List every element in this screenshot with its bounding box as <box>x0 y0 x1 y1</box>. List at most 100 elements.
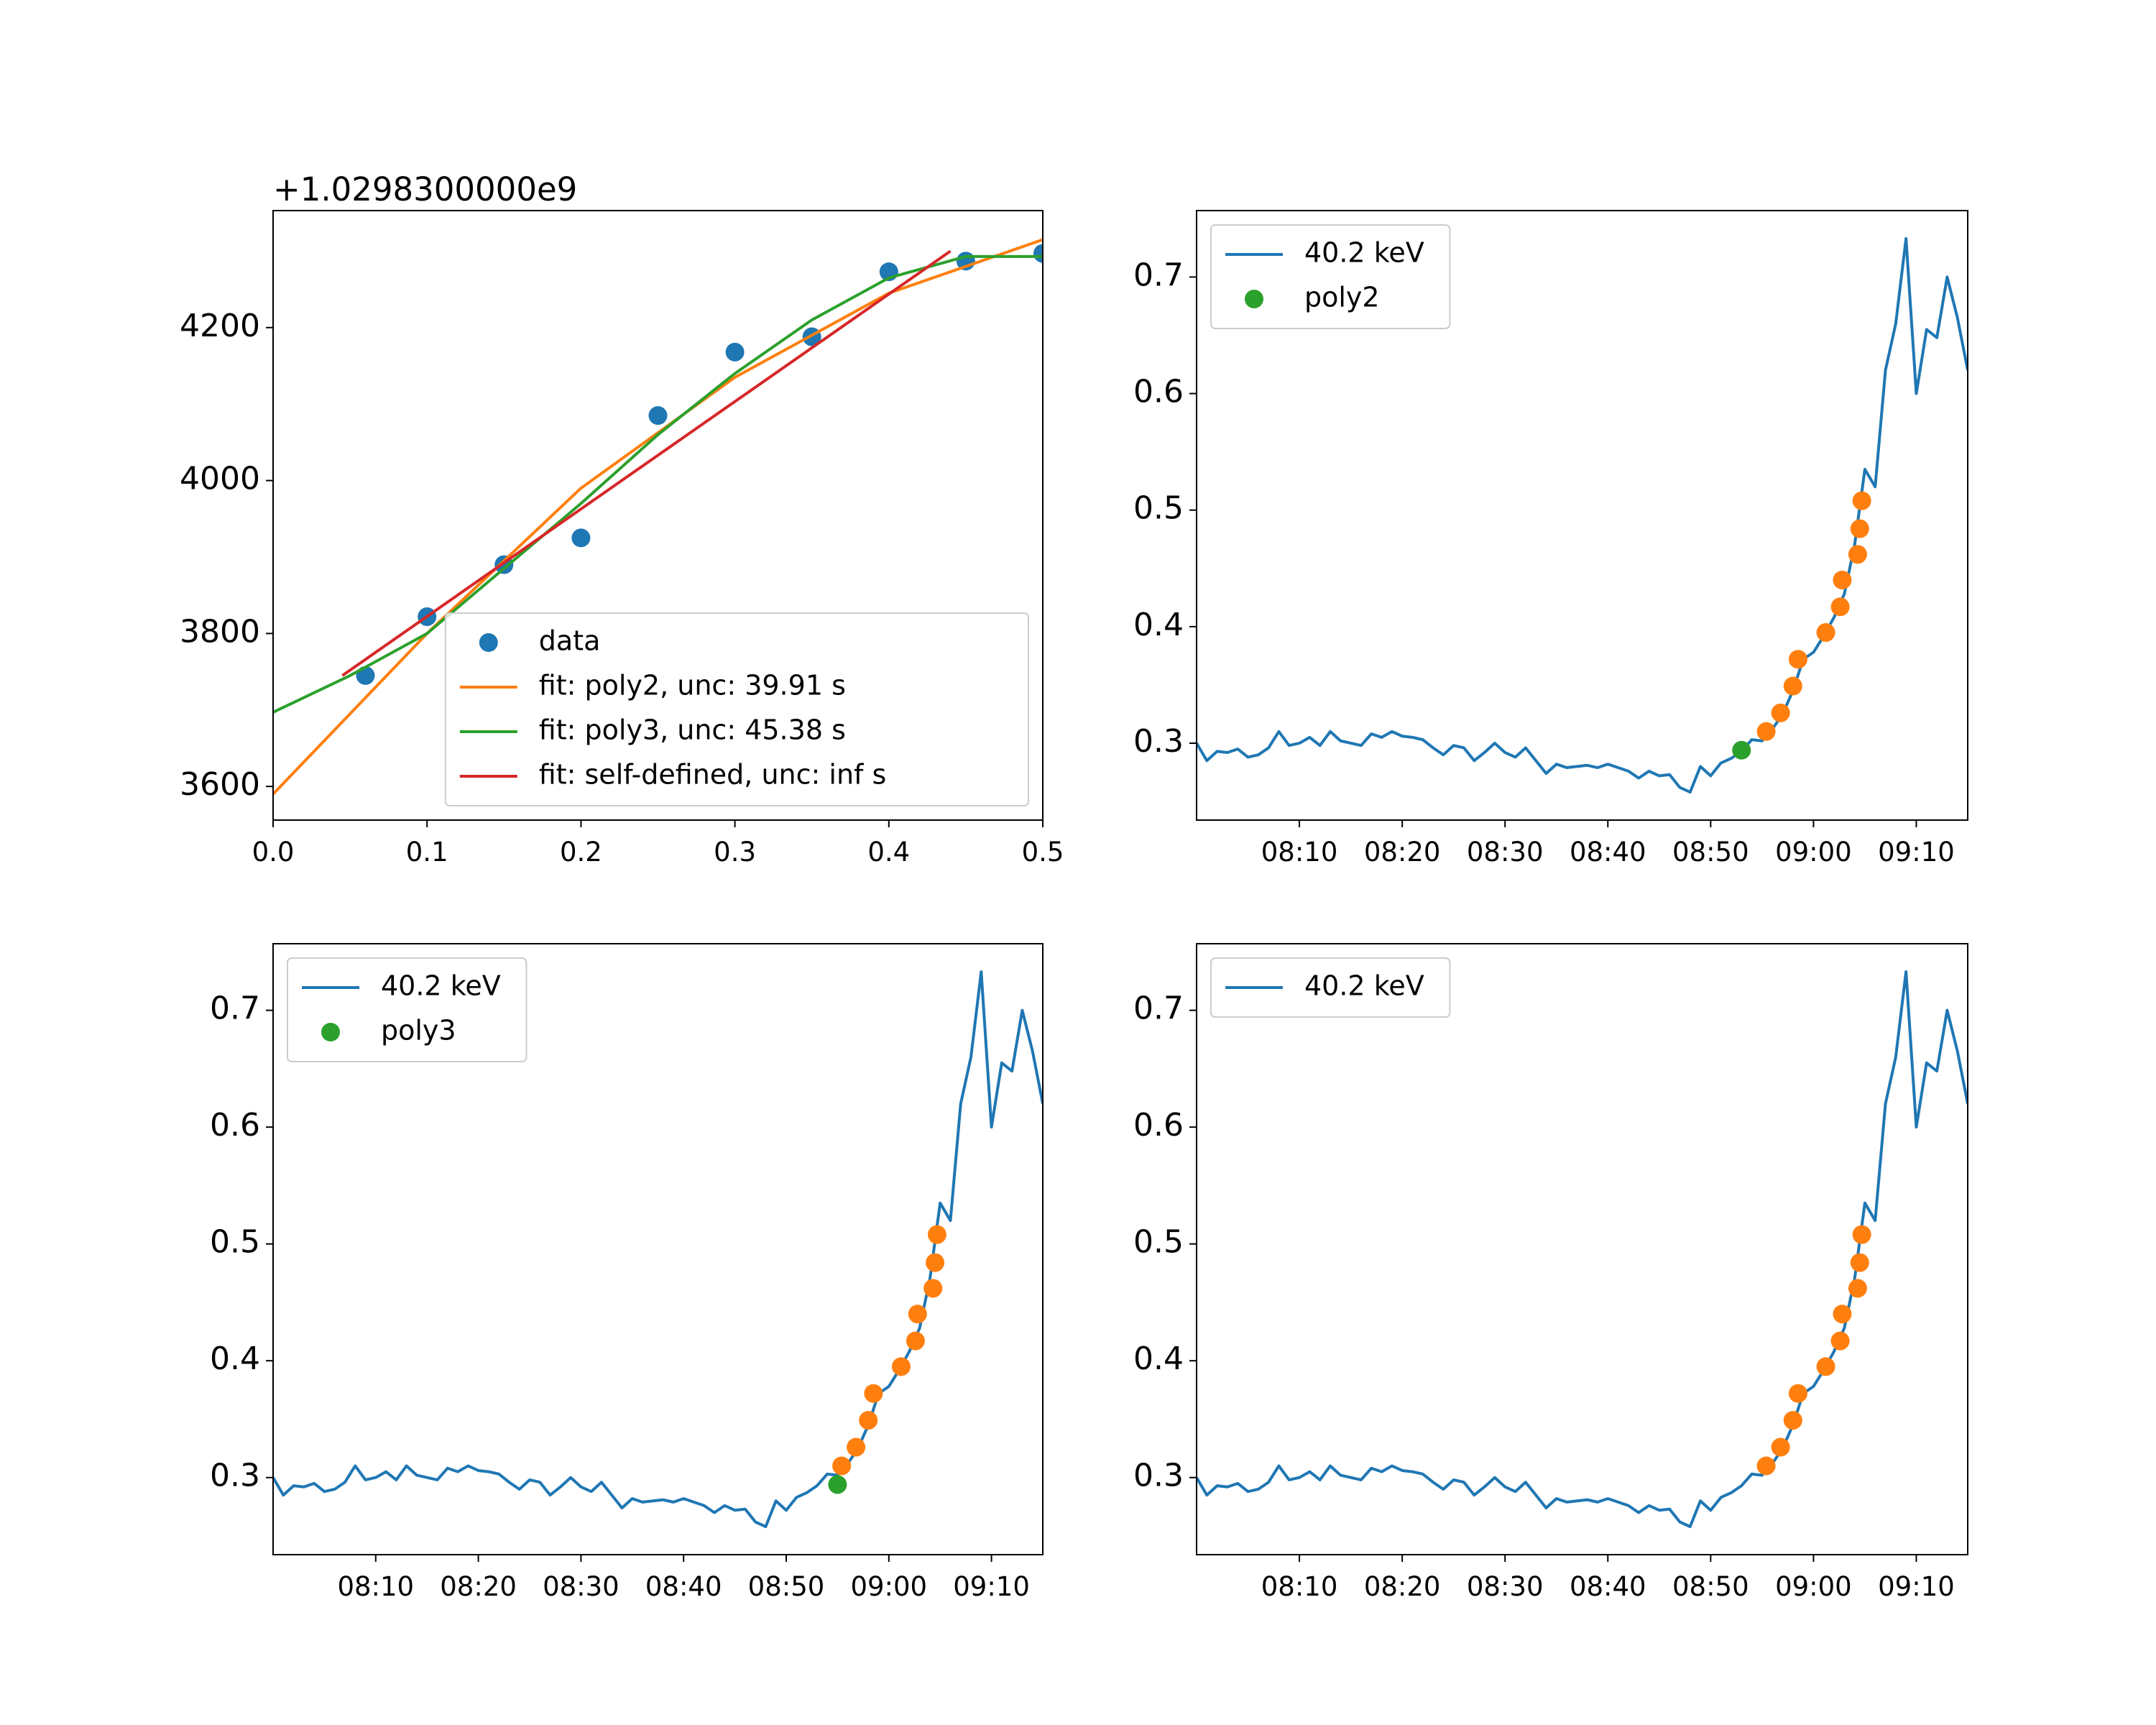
legend-swatch <box>479 633 498 652</box>
offset-text: +1.0298300000e9 <box>273 170 577 208</box>
data-point <box>1756 722 1776 741</box>
data-point <box>1771 703 1790 722</box>
x-tick-label: 08:50 <box>748 1571 825 1602</box>
x-tick-label: 08:40 <box>1570 837 1646 868</box>
data-point <box>725 342 745 362</box>
data-point <box>1816 622 1835 642</box>
data-point <box>1771 1438 1790 1457</box>
data-point <box>1816 1357 1835 1376</box>
legend-label: fit: self-defined, unc: inf s <box>539 759 886 791</box>
y-tick-label: 0.7 <box>210 990 260 1027</box>
plot-area <box>273 970 1043 1528</box>
data-point <box>1852 1225 1871 1244</box>
data-point <box>1033 244 1043 263</box>
data-point <box>356 666 375 685</box>
x-tick-label: 0.5 <box>1022 837 1064 868</box>
data-point <box>1788 1384 1807 1403</box>
x-tick-label: 09:00 <box>850 1571 927 1602</box>
legend-box <box>444 612 1029 806</box>
data-point <box>571 528 591 548</box>
x-tick-label: 08:30 <box>543 1571 619 1602</box>
data-point <box>648 406 668 426</box>
data-point <box>1830 1331 1850 1351</box>
legend-label: fit: poly2, unc: 39.91 s <box>539 670 846 702</box>
axes-frame <box>272 943 1044 1555</box>
data-point <box>859 1411 878 1430</box>
legend-label: poly2 <box>1304 282 1380 313</box>
x-tick-label: 0.1 <box>406 837 448 868</box>
y-tick-label: 4200 <box>180 308 260 344</box>
x-tick-label: 08:40 <box>645 1571 722 1602</box>
legend-label: 40.2 keV <box>1304 237 1424 269</box>
y-tick-label: 0.4 <box>1133 1340 1184 1377</box>
x-tick-label: 08:40 <box>1570 1571 1646 1602</box>
legend-box <box>287 957 528 1062</box>
x-tick-label: 0.3 <box>714 837 756 868</box>
data-point <box>923 1279 943 1298</box>
x-tick-label: 08:10 <box>1261 1571 1338 1602</box>
y-tick-label: 0.3 <box>210 1458 260 1494</box>
y-tick-label: 0.6 <box>1133 374 1184 410</box>
y-tick-label: 0.7 <box>1133 257 1184 293</box>
plot-area <box>1197 236 1968 794</box>
y-tick-label: 0.7 <box>1133 990 1184 1027</box>
y-tick-label: 0.4 <box>1133 607 1184 643</box>
y-tick-label: 0.6 <box>210 1107 260 1144</box>
data-point <box>927 1225 946 1244</box>
x-tick-label: 08:20 <box>1364 1571 1441 1602</box>
y-tick-label: 3600 <box>180 766 260 803</box>
x-tick-label: 0.2 <box>560 837 602 868</box>
legend-label: 40.2 keV <box>1304 970 1424 1002</box>
x-tick-label: 09:10 <box>1878 837 1955 868</box>
data-point <box>1783 1411 1802 1430</box>
plot-area <box>273 238 1043 796</box>
x-tick-label: 08:20 <box>440 1571 517 1602</box>
plot-area <box>1197 970 1968 1528</box>
x-tick-label: 09:10 <box>1878 1571 1955 1602</box>
x-tick-label: 08:50 <box>1672 1571 1749 1602</box>
data-point <box>1830 597 1850 617</box>
legend-swatch <box>1245 290 1263 308</box>
x-tick-label: 0.4 <box>867 837 910 868</box>
y-tick-label: 0.5 <box>1133 1224 1184 1261</box>
y-tick-label: 0.3 <box>1133 1458 1184 1494</box>
legend-label: data <box>539 625 601 657</box>
data-point <box>847 1438 866 1457</box>
x-tick-label: 08:30 <box>1467 837 1544 868</box>
data-point <box>1833 570 1852 589</box>
data-point <box>828 1475 847 1494</box>
y-tick-label: 3800 <box>180 613 260 650</box>
legend-label: 40.2 keV <box>381 970 501 1002</box>
axes-frame <box>272 210 1044 821</box>
data-point <box>1850 519 1869 538</box>
y-tick-label: 0.6 <box>1133 1107 1184 1144</box>
x-tick-label: 09:00 <box>1775 1571 1852 1602</box>
series-line <box>273 238 1043 796</box>
x-tick-label: 08:10 <box>1261 837 1338 868</box>
x-tick-label: 0.0 <box>252 837 295 868</box>
data-point <box>864 1384 883 1403</box>
data-point <box>1732 740 1751 760</box>
y-tick-label: 0.5 <box>1133 490 1184 527</box>
series-line <box>341 249 952 677</box>
x-tick-label: 08:20 <box>1364 837 1441 868</box>
legend-box <box>1210 224 1451 329</box>
data-point <box>1848 545 1867 564</box>
data-point <box>832 1456 852 1476</box>
data-point <box>906 1331 925 1351</box>
x-tick-label: 08:50 <box>1672 837 1749 868</box>
data-point <box>891 1357 911 1376</box>
data-point <box>908 1305 927 1324</box>
data-point <box>1756 1456 1776 1476</box>
series-line <box>273 254 1043 714</box>
data-point <box>1852 491 1871 510</box>
data-point <box>1848 1279 1867 1298</box>
data-point <box>1788 650 1807 669</box>
y-tick-label: 0.4 <box>210 1340 260 1377</box>
y-tick-label: 0.5 <box>210 1224 260 1261</box>
x-tick-label: 09:00 <box>1775 837 1852 868</box>
legend-box <box>1210 957 1451 1018</box>
data-point <box>1833 1305 1852 1324</box>
